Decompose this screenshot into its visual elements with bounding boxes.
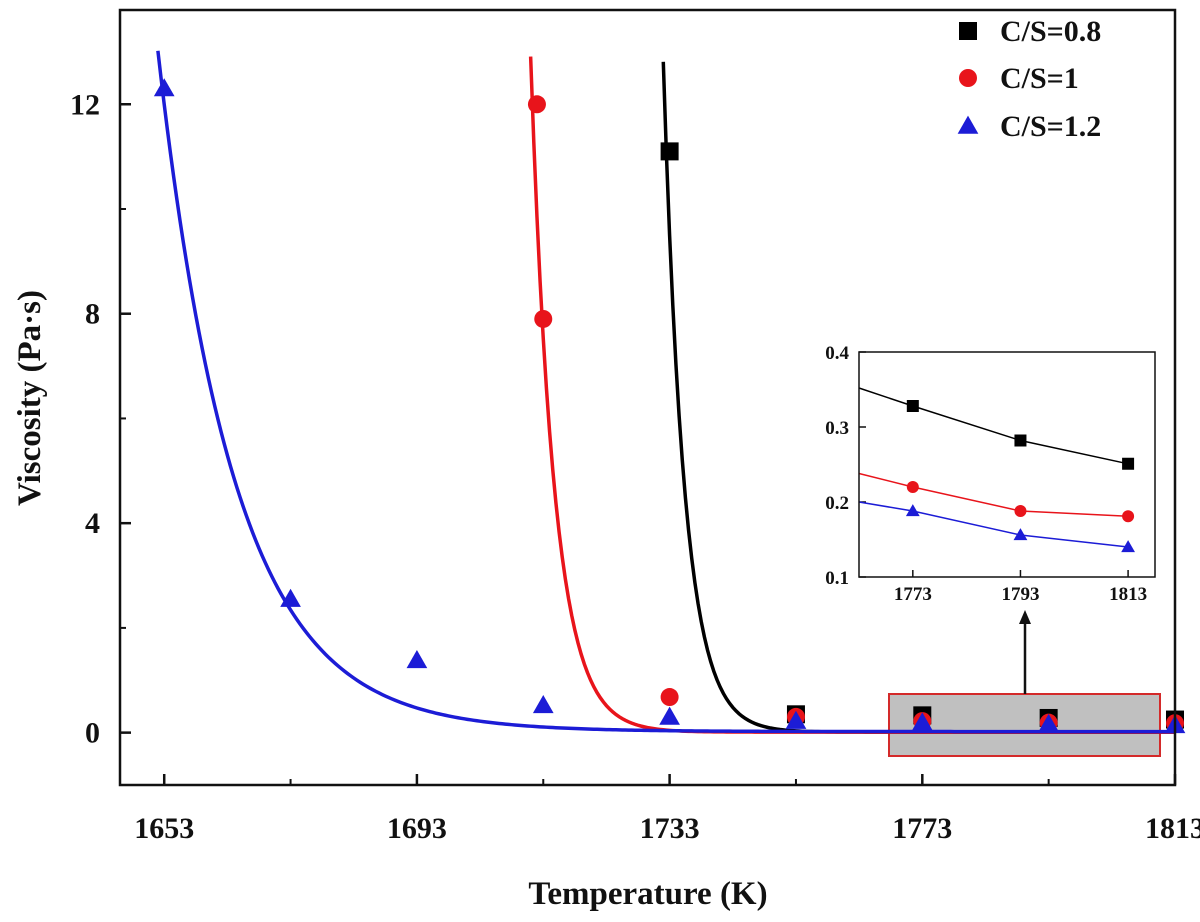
inset-data-point xyxy=(1014,434,1027,447)
data-point xyxy=(785,710,807,729)
inset-frame xyxy=(858,351,1156,578)
x-tick-label: 1733 xyxy=(640,812,700,845)
legend-label: C/S=1 xyxy=(1000,62,1079,95)
inset-y-tick-label: 0.2 xyxy=(825,493,849,514)
y-tick-label: 4 xyxy=(85,507,100,540)
data-point xyxy=(153,78,175,97)
inset-data-point xyxy=(1013,528,1028,541)
legend-label: C/S=0.8 xyxy=(1000,15,1101,48)
main-plot: 1653 1693 1733 1773 1813 0 4 8 12 xyxy=(70,50,1200,845)
inset-background xyxy=(859,352,1155,577)
inset-y-tick-label: 0.4 xyxy=(825,343,849,364)
inset-data-point xyxy=(1122,457,1135,470)
x-tick-label: 1693 xyxy=(387,812,447,845)
inset-data-point xyxy=(1122,510,1135,523)
x-axis-title: Temperature (K) xyxy=(528,876,767,912)
data-point xyxy=(911,712,933,731)
y-axis-title: Viscosity (Pa·s) xyxy=(12,290,48,506)
inset-data-point xyxy=(1121,540,1135,553)
inset-x-tick-label: 1813 xyxy=(1109,584,1147,605)
data-point xyxy=(406,650,428,669)
inset-line xyxy=(858,472,1129,518)
y-tick-label: 8 xyxy=(85,298,100,331)
data-point xyxy=(527,95,546,114)
zoom-highlight-box xyxy=(888,693,1161,757)
data-point xyxy=(534,309,553,328)
data-point xyxy=(660,688,679,707)
legend-marker xyxy=(959,22,977,40)
inset-x-tick-label: 1793 xyxy=(1001,584,1039,605)
inset-plot: 1773 1793 1813 0.1 0.2 0.3 0.4 xyxy=(825,343,1147,605)
inset-line xyxy=(858,387,1129,465)
data-point xyxy=(659,706,680,725)
legend-marker xyxy=(959,69,977,87)
inset-data-point xyxy=(906,481,919,493)
x-tick-label: 1773 xyxy=(892,812,952,845)
inset-line xyxy=(858,501,1129,548)
inset-x-tick-label: 1773 xyxy=(894,584,932,605)
data-point xyxy=(532,695,554,714)
data-point xyxy=(1038,713,1060,733)
y-tick-label: 12 xyxy=(70,88,100,121)
zoom-arrow-head xyxy=(1019,610,1031,624)
legend: C/S=0.8 C/S=1 C/S=1.2 xyxy=(957,15,1101,143)
legend-marker xyxy=(957,115,979,134)
y-tick-label: 0 xyxy=(85,717,100,750)
x-tick-label: 1813 xyxy=(1145,812,1200,845)
inset-y-tick-label: 0.1 xyxy=(825,568,849,589)
inset-y-tick-label: 0.3 xyxy=(825,418,849,439)
main-plot-frame xyxy=(118,8,1177,787)
x-tick-label: 1653 xyxy=(134,812,194,845)
inset-data-point xyxy=(1014,505,1027,517)
data-point xyxy=(660,142,679,161)
inset-data-point xyxy=(906,400,919,412)
inset-data-point xyxy=(905,504,920,517)
fit-curve-cs12 xyxy=(156,50,1175,734)
data-point xyxy=(280,588,301,607)
legend-label: C/S=1.2 xyxy=(1000,110,1101,143)
